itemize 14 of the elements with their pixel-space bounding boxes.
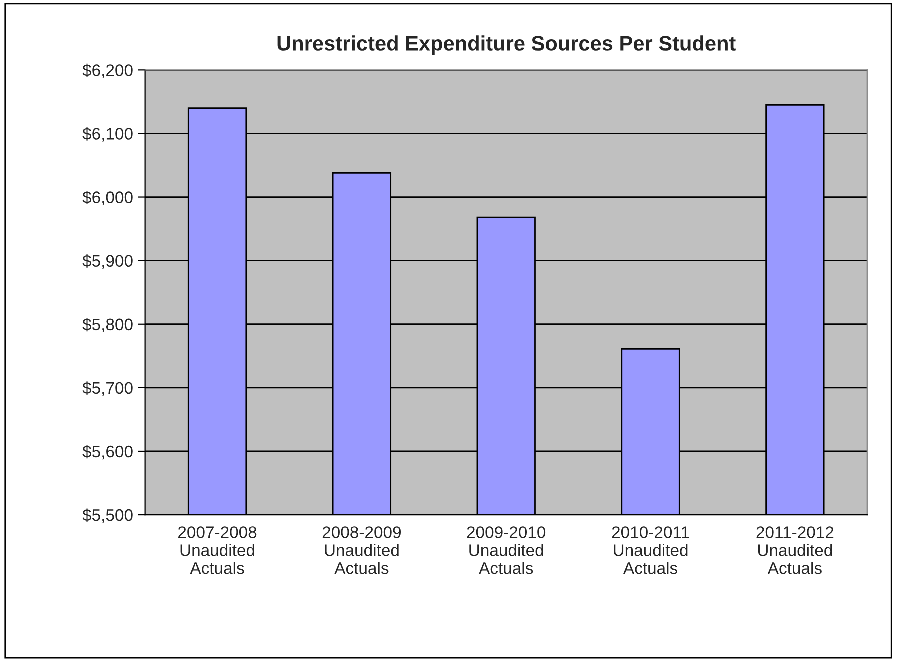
y-tick-label: $6,100 (82, 127, 133, 142)
y-tick-label: $5,800 (82, 318, 133, 333)
chart-title: Unrestricted Expenditure Sources Per Student (278, 36, 736, 56)
y-tick-label: $6,200 (82, 64, 133, 78)
x-tick-label: 2010-2011 Unaudited Actuals (612, 526, 690, 574)
x-tick-label: 2008-2009 Unaudited Actuals (322, 526, 402, 574)
y-tick-label: $5,900 (82, 254, 133, 269)
x-tick-label: 2011-2012 Unaudited Actuals (756, 526, 834, 574)
y-tick-label: $5,600 (82, 445, 133, 460)
y-tick-label: $5,700 (82, 382, 133, 396)
y-tick-label: $6,000 (82, 190, 133, 206)
x-tick-label: 2007-2008 Unaudited Actuals (178, 526, 257, 574)
y-tick-label: $5,500 (82, 508, 133, 524)
x-tick-label: 2009-2010 Unaudited Actuals (467, 526, 546, 574)
